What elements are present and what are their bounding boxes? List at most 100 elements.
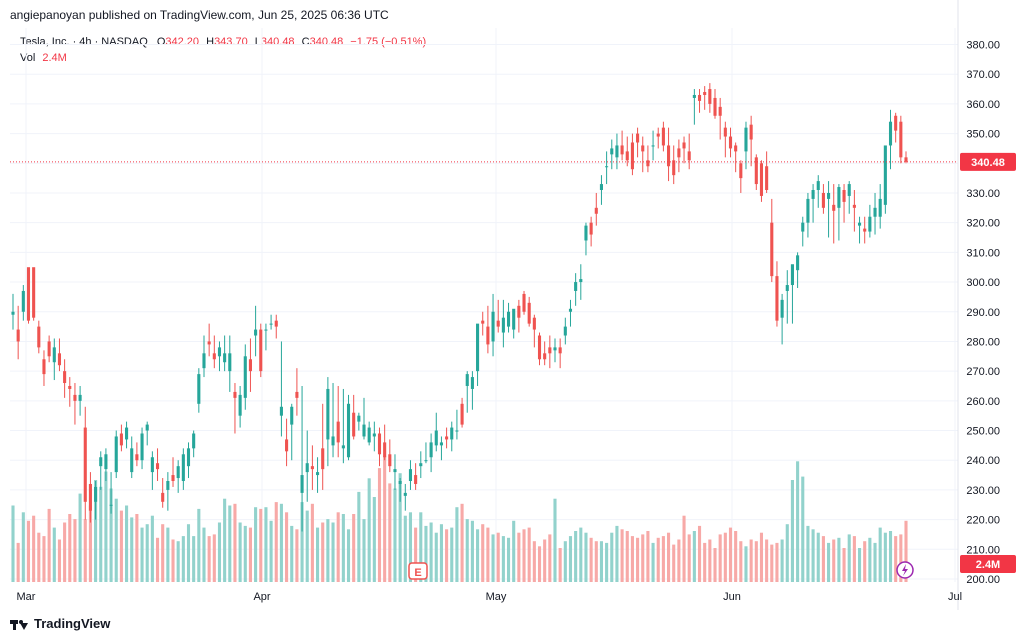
candle[interactable] <box>692 89 696 125</box>
candle[interactable] <box>398 478 402 502</box>
candle[interactable] <box>130 436 134 479</box>
candle[interactable] <box>367 421 371 446</box>
candle[interactable] <box>393 454 397 490</box>
candle[interactable] <box>563 317 567 345</box>
candle[interactable] <box>672 145 676 185</box>
candle[interactable] <box>455 409 459 440</box>
candle[interactable] <box>857 216 862 244</box>
candle[interactable] <box>610 139 614 170</box>
candle[interactable] <box>636 127 640 158</box>
candle[interactable] <box>904 151 908 164</box>
candle[interactable] <box>878 184 882 229</box>
candle[interactable] <box>434 412 438 452</box>
candle[interactable] <box>47 335 51 363</box>
candle[interactable] <box>171 457 175 487</box>
candle[interactable] <box>899 115 903 164</box>
candle[interactable] <box>481 311 485 336</box>
candle[interactable] <box>832 184 836 244</box>
candle[interactable] <box>424 442 428 464</box>
candle[interactable] <box>703 86 707 110</box>
candle[interactable] <box>383 424 387 461</box>
volume-label[interactable]: Vol <box>20 52 36 64</box>
candle[interactable] <box>852 190 856 232</box>
candle[interactable] <box>734 142 738 173</box>
candle[interactable] <box>26 267 31 324</box>
candle[interactable] <box>594 192 598 226</box>
candle[interactable] <box>625 136 629 167</box>
candle[interactable] <box>754 154 758 191</box>
candle[interactable] <box>759 160 764 202</box>
candle[interactable] <box>285 418 289 467</box>
candle[interactable] <box>341 388 345 464</box>
candle[interactable] <box>336 385 340 458</box>
candle[interactable] <box>37 320 41 354</box>
candle[interactable] <box>888 109 893 170</box>
candle[interactable] <box>568 299 573 327</box>
candle[interactable] <box>63 359 67 398</box>
candle[interactable] <box>78 385 82 416</box>
candle[interactable] <box>140 427 144 470</box>
candle[interactable] <box>677 139 681 173</box>
earnings-marker[interactable]: E <box>408 562 428 580</box>
candle[interactable] <box>228 335 232 392</box>
candle[interactable] <box>202 335 206 378</box>
candle[interactable] <box>450 421 454 452</box>
candle[interactable] <box>718 97 722 140</box>
candle[interactable] <box>496 299 500 333</box>
candle[interactable] <box>491 293 495 357</box>
candle[interactable] <box>537 332 542 366</box>
candle[interactable] <box>708 83 712 113</box>
candle[interactable] <box>682 136 686 164</box>
candle[interactable] <box>408 460 413 490</box>
candle[interactable] <box>217 341 222 372</box>
candle[interactable] <box>579 264 583 300</box>
candle[interactable] <box>801 216 805 247</box>
candle[interactable] <box>352 394 356 440</box>
candle[interactable] <box>73 383 77 425</box>
candle[interactable] <box>697 89 702 113</box>
candle[interactable] <box>863 216 867 244</box>
candle[interactable] <box>765 151 769 193</box>
candle[interactable] <box>414 463 418 490</box>
candle[interactable] <box>651 130 655 161</box>
candle[interactable] <box>125 421 129 449</box>
candle[interactable] <box>181 448 185 490</box>
candle[interactable] <box>553 338 557 363</box>
candle[interactable] <box>372 421 376 452</box>
candle[interactable] <box>517 299 521 333</box>
candle[interactable] <box>532 314 536 348</box>
candle[interactable] <box>620 130 624 161</box>
candle[interactable] <box>264 323 268 351</box>
candle[interactable] <box>331 383 335 458</box>
candle[interactable] <box>527 296 531 327</box>
candle[interactable] <box>811 184 815 223</box>
candle[interactable] <box>388 439 392 473</box>
candle[interactable] <box>21 285 25 321</box>
candle[interactable] <box>104 448 108 482</box>
candle[interactable] <box>419 451 423 479</box>
candle[interactable] <box>816 175 820 208</box>
candle[interactable] <box>166 472 170 511</box>
candle[interactable] <box>274 314 278 339</box>
candle[interactable] <box>796 252 800 288</box>
candle[interactable] <box>615 133 619 170</box>
candle[interactable] <box>873 192 877 235</box>
candle[interactable] <box>445 427 449 449</box>
candle[interactable] <box>868 204 872 238</box>
candle[interactable] <box>806 192 810 238</box>
candle[interactable] <box>837 184 841 241</box>
candle[interactable] <box>254 305 258 357</box>
candle[interactable] <box>476 323 480 386</box>
candle[interactable] <box>150 451 154 490</box>
candle[interactable] <box>439 436 443 461</box>
candle[interactable] <box>269 314 273 330</box>
candle[interactable] <box>326 377 330 467</box>
candle[interactable] <box>470 371 474 410</box>
candle[interactable] <box>305 430 309 502</box>
candle[interactable] <box>775 261 779 327</box>
candle[interactable] <box>248 338 252 392</box>
candle[interactable] <box>223 335 227 372</box>
candle[interactable] <box>770 198 774 283</box>
candle[interactable] <box>744 121 748 170</box>
